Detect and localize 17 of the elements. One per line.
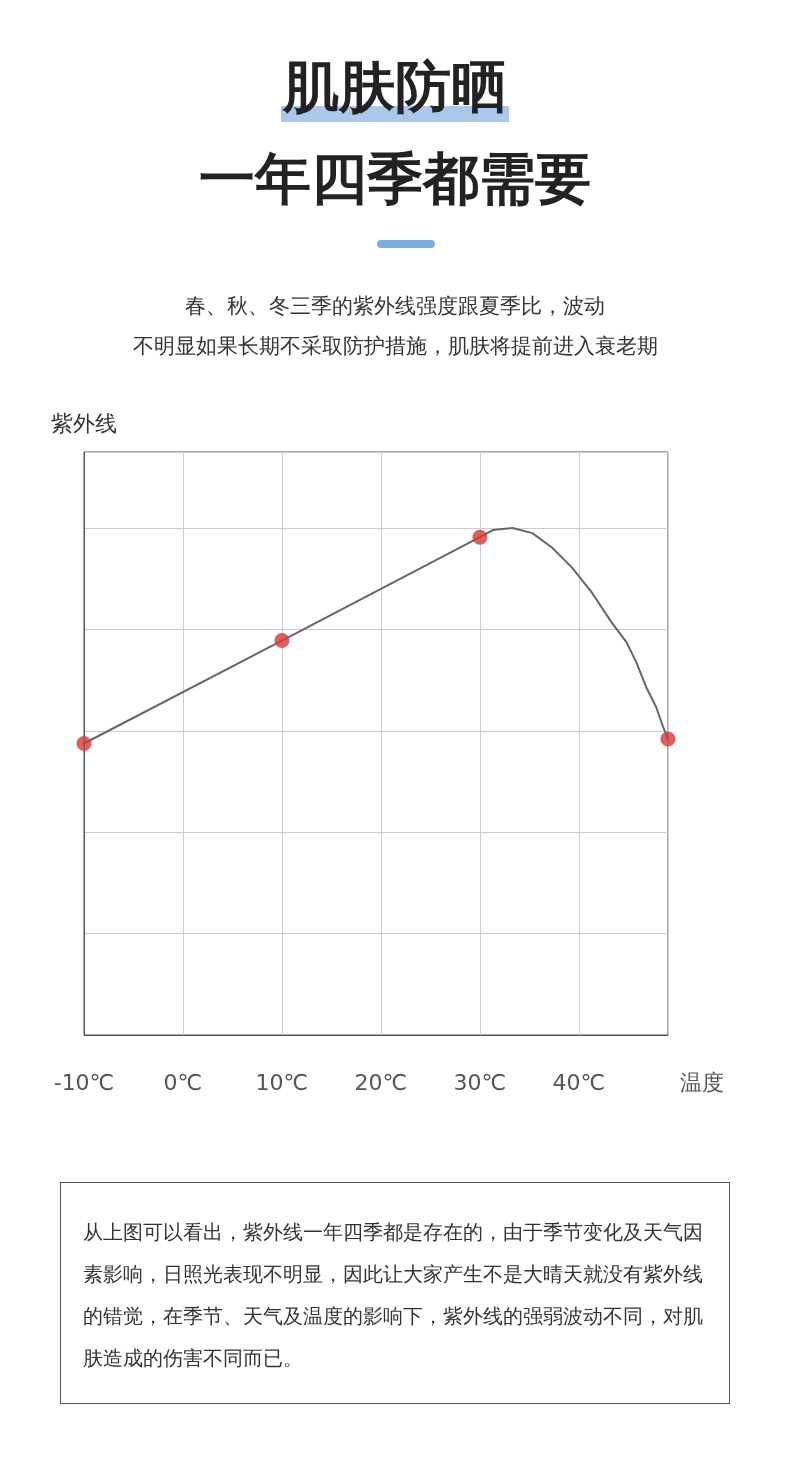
y-axis-title: 紫外线 <box>51 410 117 436</box>
x-axis-title: 温度 <box>680 1069 724 1095</box>
chart-subtitle: 一年四季都需要 <box>198 145 592 213</box>
point <box>274 633 290 649</box>
chart-title: 肌肤防晒 <box>283 54 507 119</box>
x-tick-label: 10℃ <box>255 1069 309 1095</box>
x-tick-label: 40℃ <box>552 1069 606 1095</box>
x-tick-label: 0℃ <box>163 1069 203 1095</box>
point <box>660 731 676 747</box>
text: 不明显如果长期不采取防护措施，肌肤将提前进入衰老期 <box>131 333 659 360</box>
text: 春、秋、冬三季的紫外线强度跟夏季比，波动 <box>184 293 606 320</box>
text: 从上图可以看出，紫外线一年四季都是存在的，由于季节变化及天气因素影响，日照光表现不明显，因此让大家产生不是大晴天就没有紫外线的错觉，在季节、天气及温度的影响下，紫外线的强弱波动不同，对肌肤造成的伤害不同而已。 <box>60 1182 730 1404</box>
point <box>76 736 92 751</box>
x-tick-label: -10℃ <box>53 1069 115 1095</box>
x-tick-label: 30℃ <box>453 1069 507 1095</box>
point <box>472 529 488 545</box>
x-tick-label: 20℃ <box>354 1069 408 1095</box>
